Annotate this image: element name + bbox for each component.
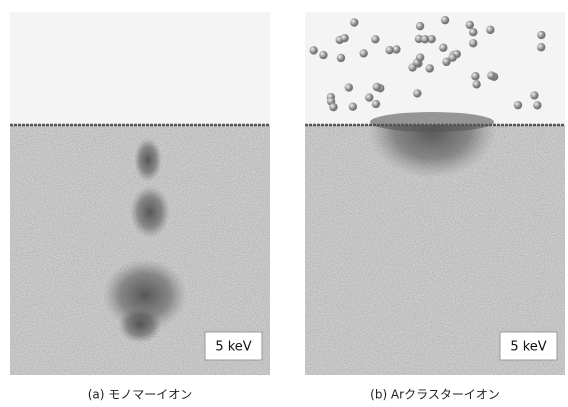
label-box [204,331,263,361]
atom [425,64,434,73]
atom [442,57,451,67]
atom [414,34,424,44]
damage [130,186,170,238]
vacuum [10,12,270,125]
atom [415,21,425,31]
atom [427,34,436,44]
atom [472,80,481,89]
energy-label: 5 keV [215,340,251,355]
atom [420,35,430,44]
atom [336,53,346,63]
atom [344,83,354,92]
atom [469,39,478,48]
atom [469,28,478,37]
label-box [499,331,558,361]
atom [413,89,422,98]
atom [371,35,380,44]
atom [415,53,425,62]
cluster-atoms [309,15,546,112]
atom [309,46,318,55]
atom [533,101,542,110]
panel-b: 5 keV (b) Arクラスターイオン [305,12,565,402]
atom [340,33,349,43]
atom [465,20,474,30]
caption: (b) Arクラスターイオン [370,388,500,402]
atom [537,30,546,40]
energy-label: 5 keV [510,340,546,355]
atom [372,82,382,92]
atom [486,25,495,35]
atom [319,50,328,60]
damage [118,307,162,343]
atom [530,91,539,100]
vacuum [305,12,565,125]
atom [385,45,394,55]
atom [329,102,338,112]
atom [359,49,368,58]
atom [487,71,496,80]
atom [448,53,457,62]
atom [371,99,381,109]
atom [392,45,401,54]
caption: (a) モノマーイオン [88,388,193,402]
atom [440,15,450,25]
damage [134,138,162,182]
atom [537,43,546,52]
crater [368,125,496,178]
panel-a: 5 keV (a) モノマーイオン [10,12,270,402]
atom [348,102,358,111]
atom [365,93,374,102]
atom [439,43,448,52]
atom [471,72,480,81]
cluster-rim [370,112,494,132]
atom [513,100,523,110]
atom [350,18,359,27]
